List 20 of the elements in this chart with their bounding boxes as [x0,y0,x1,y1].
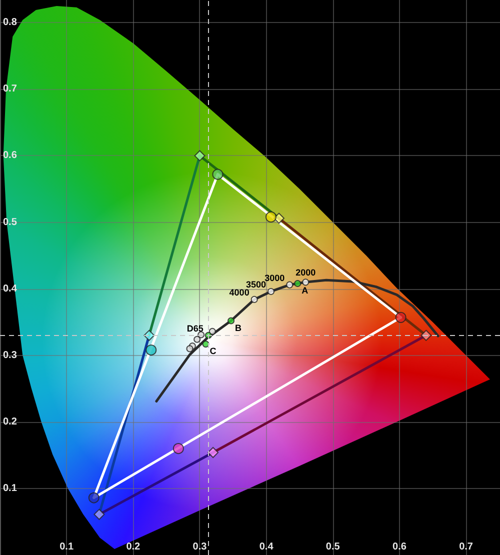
y-tick-label: 0.8 [3,17,18,28]
annotation: A [302,285,309,296]
annotation: C [210,346,217,356]
annotation: 3500 [246,279,266,290]
x-tick-label: 0.3 [192,542,208,552]
annotation: 2000 [296,268,316,278]
x-tick-label: 0.7 [459,542,474,552]
y-tick-label: 0.2 [3,416,18,428]
x-tick-label: 0.2 [126,542,141,552]
x-tick-label: 0.4 [259,542,274,552]
annotation: D65 [186,323,204,334]
y-tick-label: 0.6 [3,150,18,162]
x-tick-label: 0.1 [60,542,74,552]
x-tick-label: 0.6 [392,542,407,552]
annotation: B [235,322,242,333]
annotation: 3000 [264,272,285,283]
y-tick-label: 0.1 [3,482,18,494]
x-tick-label: 0.5 [326,542,340,552]
annotation: 4000 [229,287,250,298]
y-tick-label: 0.3 [3,350,18,361]
